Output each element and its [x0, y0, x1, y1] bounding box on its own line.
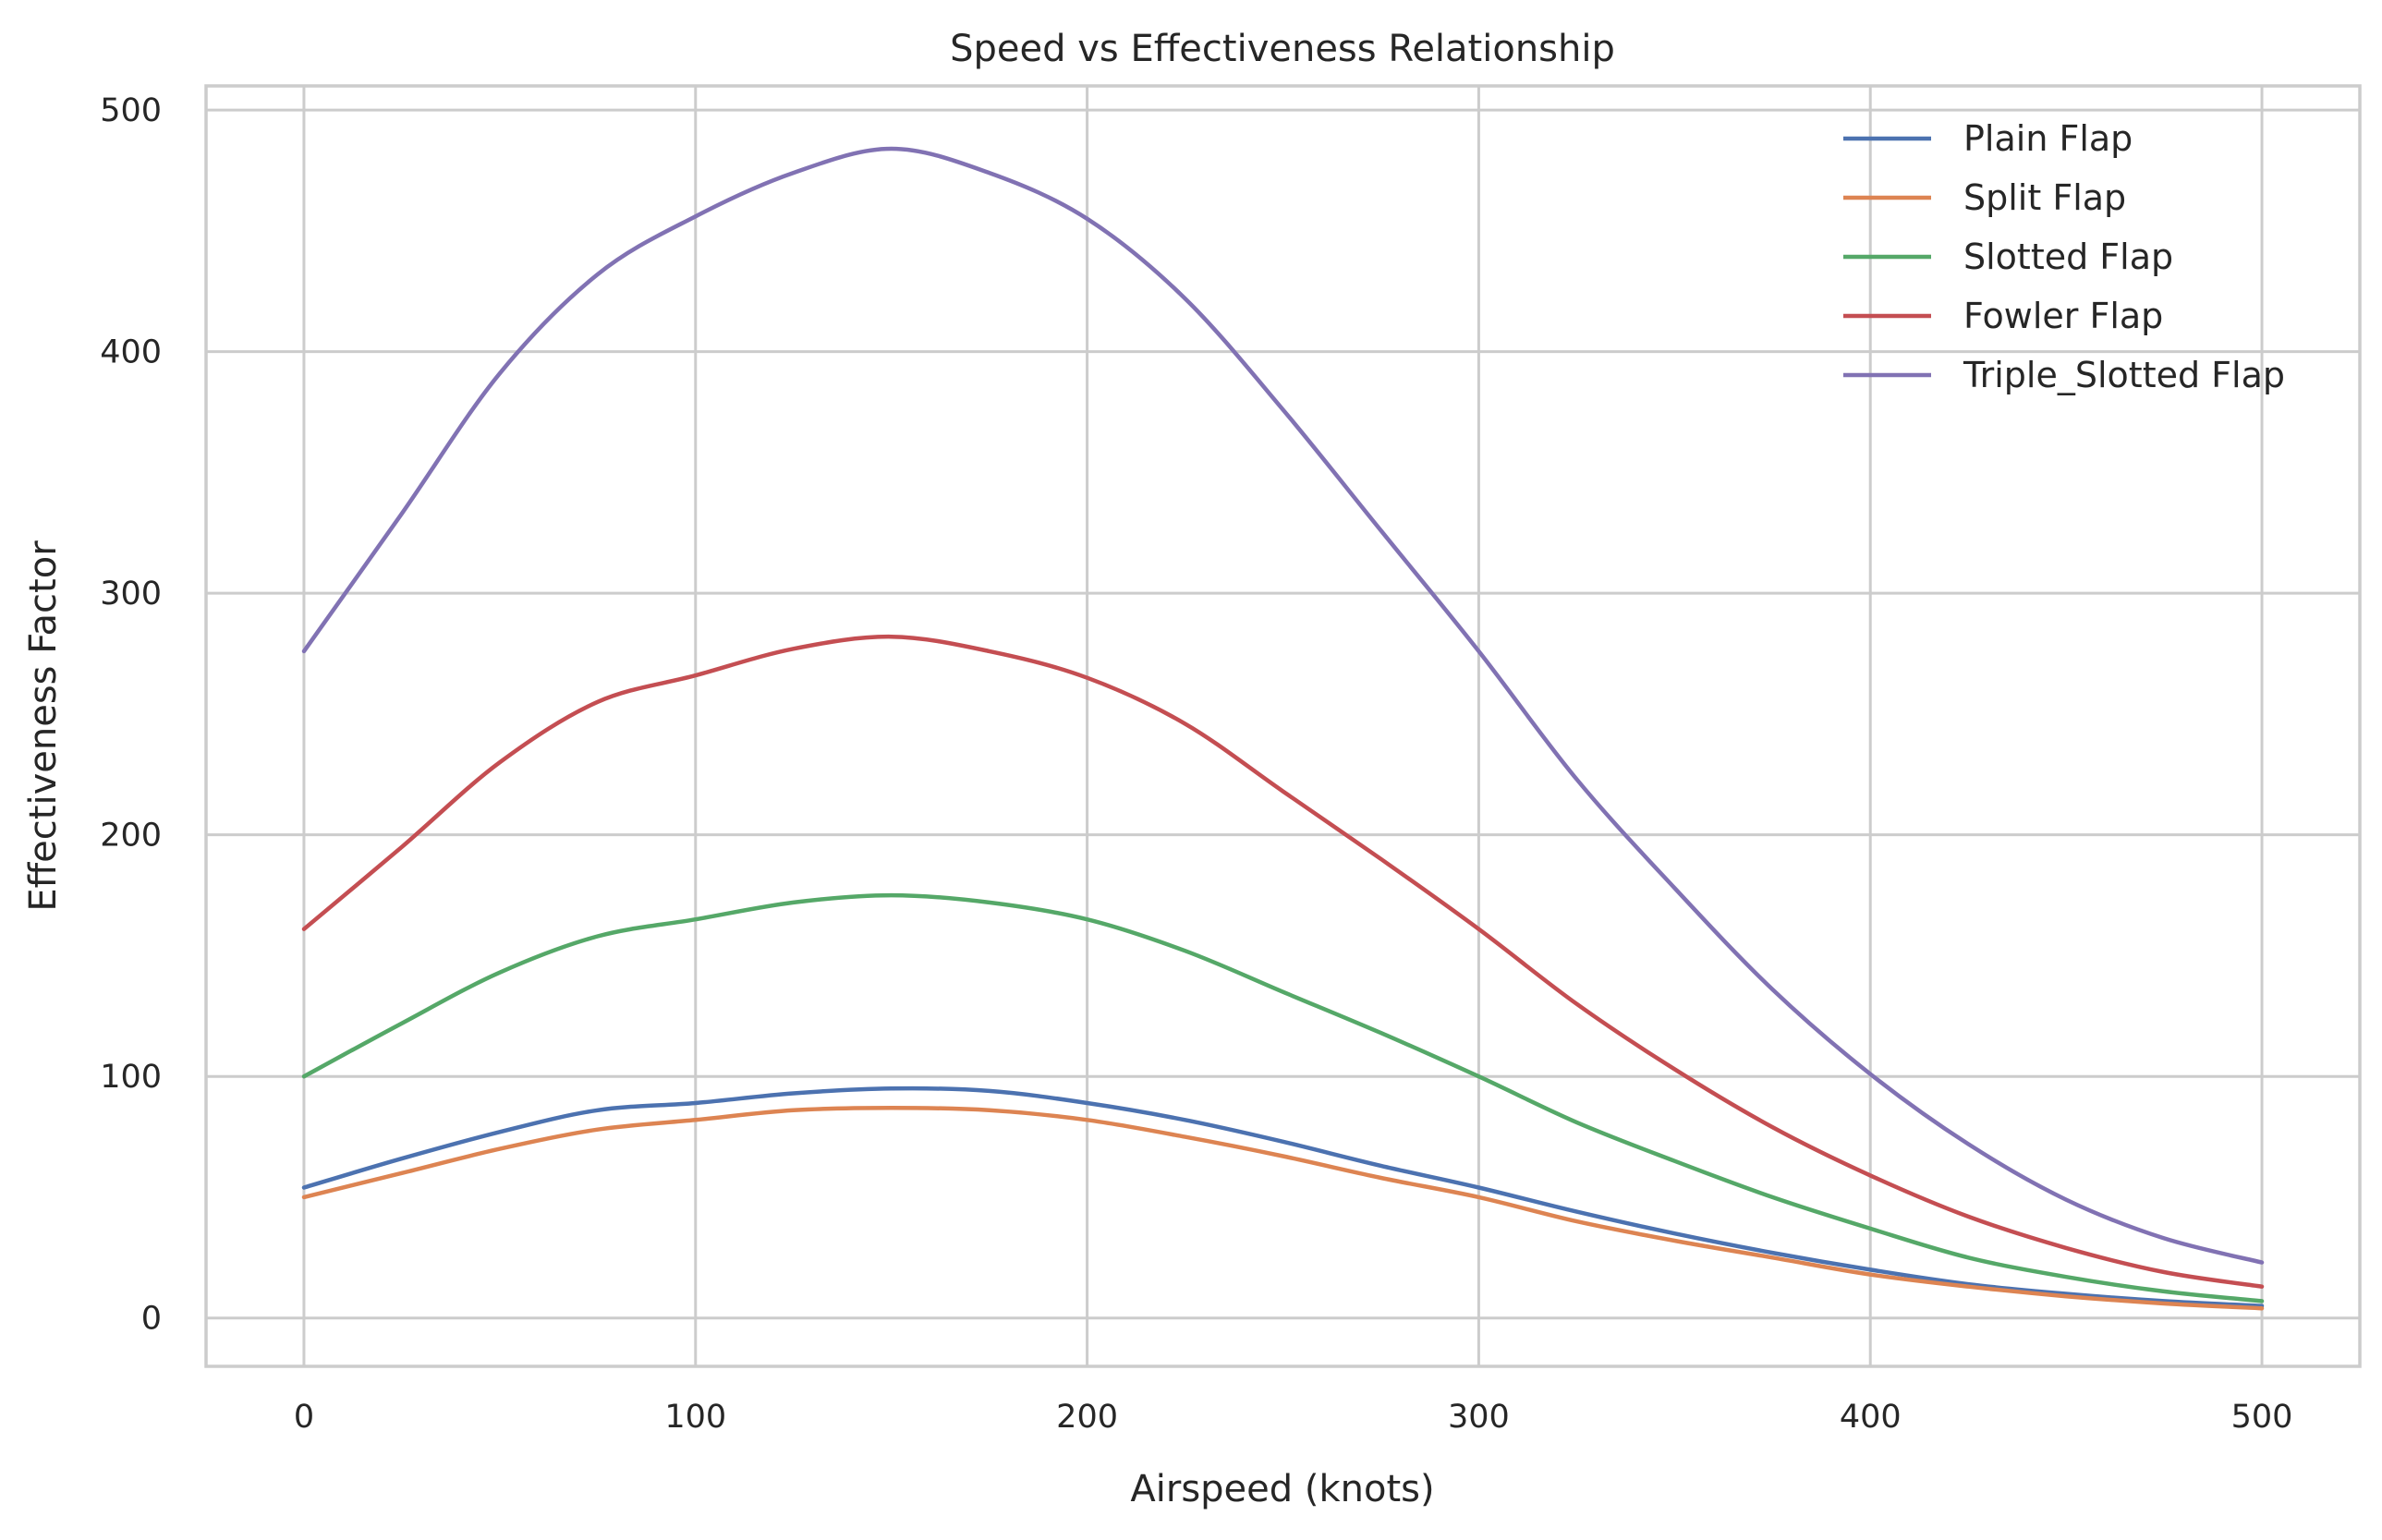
legend: Plain Flap Split Flap Slotted Flap Fowler F…: [1843, 118, 2285, 395]
x-tick-label: 300: [1448, 1399, 1510, 1436]
y-tick-label: 300: [100, 576, 162, 612]
y-tick-label: 400: [100, 334, 162, 371]
chart-title: Speed vs Effectiveness Relationship: [950, 28, 1615, 70]
series-line-split-flap: [301, 1105, 2265, 1311]
y-axis-label: Effectiveness Factor: [22, 540, 65, 912]
y-tick-label: 500: [100, 92, 162, 129]
legend-entry-label: Slotted Flap: [1963, 236, 2173, 277]
legend-entry-label: Plain Flap: [1963, 118, 2133, 159]
x-tick-label: 0: [294, 1399, 314, 1436]
series-line-triple-slotted-flap: [301, 146, 2265, 1265]
legend-entry-label: Triple_Slotted Flap: [1963, 355, 2285, 395]
series-line-fowler-flap: [301, 634, 2265, 1289]
legend-entry-label: Fowler Flap: [1963, 296, 2163, 336]
x-tick-label: 500: [2231, 1399, 2293, 1436]
y-tick-label: 100: [100, 1059, 162, 1096]
y-tick-label: 200: [100, 818, 162, 855]
series-lines: [301, 146, 2265, 1311]
grid-lines: [206, 86, 2360, 1366]
legend-entry-label: Split Flap: [1963, 177, 2126, 218]
tick-labels: 0 100 200 300 400 500 0 100 200 300 400 500: [100, 92, 2292, 1436]
x-axis-label: Airspeed (knots): [1130, 1468, 1434, 1510]
y-tick-label: 0: [141, 1301, 162, 1338]
plot-frame: [204, 84, 2362, 1368]
series-line-slotted-flap: [301, 892, 2265, 1304]
series-line-plain-flap: [301, 1085, 2265, 1308]
x-tick-label: 100: [664, 1399, 726, 1436]
x-tick-label: 400: [1840, 1399, 1902, 1436]
x-tick-label: 200: [1056, 1399, 1118, 1436]
